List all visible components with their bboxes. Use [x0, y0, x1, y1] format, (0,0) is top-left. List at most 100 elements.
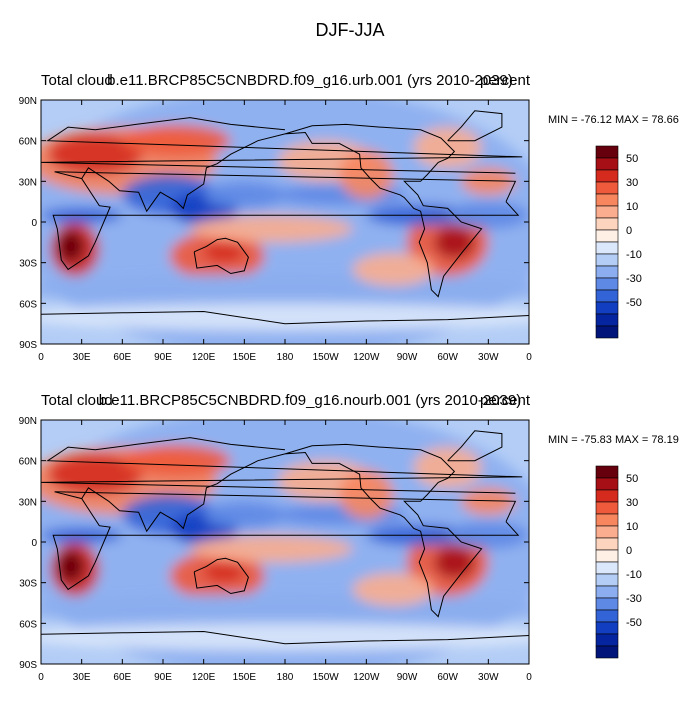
cloud-field [41, 100, 529, 344]
colorbar-swatch [595, 181, 619, 195]
lat-tick-label: 90S [19, 660, 37, 671]
colorbar-swatch [595, 301, 619, 315]
colorbar-label: -30 [626, 593, 642, 605]
lon-tick-label: 0 [38, 352, 44, 363]
lat-tick-label: 60S [19, 299, 37, 310]
colorbar-label: -10 [626, 569, 642, 581]
colorbar-swatch [595, 145, 619, 159]
lon-tick-label: 60W [437, 672, 458, 683]
lon-tick-label: 150E [233, 672, 257, 683]
lon-tick-label: 180 [277, 672, 294, 683]
colorbar: 50 30 10 0 -10 -30 -50 [595, 145, 642, 339]
lat-tick-label: 90N [19, 96, 37, 107]
lon-tick-label: 90E [154, 352, 172, 363]
lon-tick-label: 180 [277, 352, 294, 363]
colorbar-label: 30 [626, 177, 638, 189]
colorbar-swatch [595, 265, 619, 279]
lon-tick-label: 120E [192, 352, 216, 363]
units-label: percent [480, 392, 531, 409]
lon-tick-label: 120W [353, 352, 380, 363]
colorbar-label: -30 [626, 273, 642, 285]
colorbar-swatch [595, 193, 619, 207]
lat-tick-label: 30N [19, 497, 37, 508]
map-panel-nourb: Total cloud b.e11.BRCP85C5CNBDRD.f09_g16… [0, 392, 700, 712]
lat-tick-label: 0 [31, 538, 37, 549]
lon-tick-label: 30E [73, 672, 91, 683]
lon-tick-label: 120E [192, 672, 216, 683]
colorbar-swatch [595, 289, 619, 303]
lon-tick-label: 30W [478, 672, 499, 683]
lat-tick-label: 30N [19, 177, 37, 188]
case-label: b.e11.BRCP85C5CNBDRD.f09_g16.nourb.001 (… [98, 392, 522, 409]
colorbar-label: 0 [626, 225, 632, 237]
lat-tick-label: 30S [19, 259, 37, 270]
lon-tick-label: 0 [526, 672, 532, 683]
colorbar-swatch [595, 513, 619, 527]
coastlines [41, 110, 529, 325]
lat-tick-label: 90N [19, 416, 37, 427]
lat-tick-label: 30S [19, 579, 37, 590]
colorbar-swatch [595, 157, 619, 171]
cloud-field [41, 420, 529, 664]
colorbar-swatch [595, 477, 619, 491]
colorbar-swatch [595, 169, 619, 183]
lon-tick-label: 120W [353, 672, 380, 683]
lon-tick-label: 150W [313, 672, 340, 683]
colorbar-swatch [595, 621, 619, 635]
lat-tick-label: 60N [19, 137, 37, 148]
lon-tick-label: 30E [73, 352, 91, 363]
units-label: percent [480, 72, 531, 89]
colorbar-swatch [595, 597, 619, 611]
colorbar-label: 50 [626, 473, 638, 485]
lon-tick-label: 0 [38, 672, 44, 683]
case-label: b.e11.BRCP85C5CNBDRD.f09_g16.urb.001 (yr… [107, 72, 513, 89]
colorbar-swatch [595, 325, 619, 339]
lon-tick-label: 30W [478, 352, 499, 363]
colorbar-swatch [595, 217, 619, 231]
lon-tick-label: 90W [397, 352, 418, 363]
colorbar-swatch [595, 633, 619, 647]
colorbar-swatch [595, 465, 619, 479]
colorbar-swatch [595, 313, 619, 327]
figure-title: DJF-JJA [315, 20, 385, 40]
lon-tick-label: 90W [397, 672, 418, 683]
colorbar-swatch [595, 549, 619, 563]
colorbar-label: 10 [626, 201, 638, 213]
colorbar-swatch [595, 253, 619, 267]
lat-tick-label: 0 [31, 218, 37, 229]
colorbar-swatch [595, 277, 619, 291]
lat-tick-label: 60S [19, 619, 37, 630]
colorbar-swatch [595, 525, 619, 539]
lon-tick-label: 150E [233, 352, 257, 363]
colorbar-swatch [595, 537, 619, 551]
colorbar-label: 30 [626, 497, 638, 509]
colorbar-label: 0 [626, 545, 632, 557]
colorbar-swatch [595, 501, 619, 515]
colorbar-swatch [595, 205, 619, 219]
colorbar-label: 10 [626, 521, 638, 533]
min-max-label: MIN = -75.83 MAX = 78.19 [548, 434, 679, 446]
lon-tick-label: 90E [154, 672, 172, 683]
lon-tick-label: 60E [113, 672, 131, 683]
colorbar-label: -10 [626, 249, 642, 261]
coastlines [41, 430, 529, 645]
colorbar: 50 30 10 0 -10 -30 -50 [595, 465, 642, 659]
colorbar-swatch [595, 561, 619, 575]
colorbar-swatch [595, 645, 619, 659]
colorbar-swatch [595, 241, 619, 255]
lon-tick-label: 0 [526, 352, 532, 363]
colorbar-label: -50 [626, 617, 642, 629]
variable-label: Total cloud [41, 392, 113, 409]
min-max-label: MIN = -76.12 MAX = 78.66 [548, 114, 679, 126]
lon-tick-label: 60E [113, 352, 131, 363]
colorbar-swatch [595, 609, 619, 623]
colorbar-label: 50 [626, 153, 638, 165]
variable-label: Total cloud [41, 72, 113, 89]
colorbar-swatch [595, 229, 619, 243]
lon-tick-label: 60W [437, 352, 458, 363]
colorbar-label: -50 [626, 297, 642, 309]
lat-tick-label: 60N [19, 457, 37, 468]
map-panel-urb: Total cloud b.e11.BRCP85C5CNBDRD.f09_g16… [0, 72, 700, 392]
